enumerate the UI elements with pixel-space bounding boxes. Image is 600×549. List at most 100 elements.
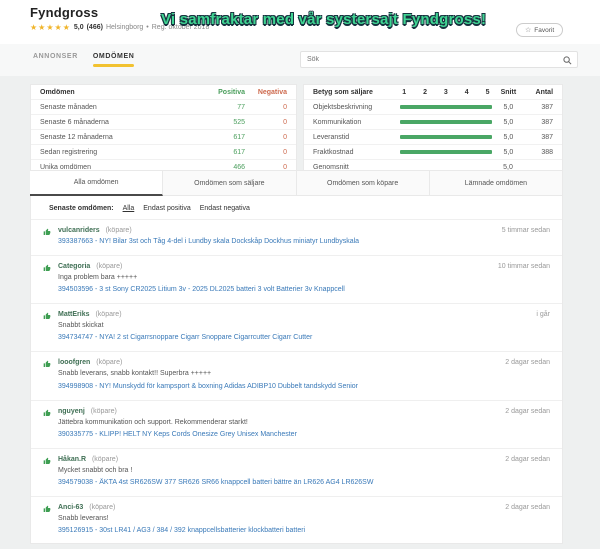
review-tab-label: Alla omdömen: [73, 179, 119, 186]
nav-tab-omdomen[interactable]: OMDÖMEN: [92, 53, 135, 67]
review-role: (köpare): [105, 227, 132, 234]
review-tab-bar: Alla omdömen Omdömen som säljare Omdömen…: [30, 170, 563, 196]
rating-value: 5,0: [73, 24, 84, 31]
summary-row-negative[interactable]: 0: [283, 103, 287, 111]
summary-row-negative[interactable]: 0: [283, 148, 287, 156]
review-username-link[interactable]: MattEriks: [58, 311, 90, 319]
review-item-link[interactable]: 394579038 - ÄKTA 4st SR626SW 377 SR626 S…: [58, 479, 374, 487]
rating-bar-fill: [400, 150, 492, 154]
summary-row-negative[interactable]: 0: [283, 163, 287, 171]
summary-row-positive[interactable]: 617: [233, 148, 245, 156]
search-box: [300, 51, 578, 68]
summary-row-positive[interactable]: 77: [237, 103, 245, 111]
summary-row-label: Senaste 12 månaderna: [40, 133, 113, 141]
filter-option[interactable]: Alla: [122, 205, 135, 212]
dot-separator: •: [146, 24, 149, 31]
rating-bar-fill: [400, 120, 492, 124]
review-user-line: MattEriks (köpare): [58, 311, 462, 318]
review-tab[interactable]: Omdömen som säljare: [163, 170, 297, 196]
review-item-link[interactable]: 390335775 - KLIPP! HELT NY Keps Cords On…: [58, 430, 297, 438]
summary-row-label: Sedan registrering: [40, 148, 98, 156]
summary-header-positive: Positiva: [218, 88, 245, 96]
rating-average-row: Genomsnitt 5,0: [304, 159, 562, 174]
review-timestamp: 2 dagar sedan: [505, 359, 550, 367]
star-rating-icon: ★★★★★: [30, 23, 71, 32]
review-comment: Jättebra kommunikation och support. Reko…: [58, 418, 248, 426]
rating-header-snitt: Snitt: [500, 88, 517, 96]
rating-row-antal: 387: [541, 103, 554, 111]
rating-row-antal: 387: [541, 133, 554, 141]
review-row: looofgren (köpare) Snabb leverans, snabb…: [31, 351, 562, 399]
summary-row-positive[interactable]: 466: [233, 163, 245, 171]
rating-row: Leveranstid 5,0 387: [304, 129, 562, 144]
filter-option[interactable]: Endast positiva: [143, 205, 191, 212]
summary-header-label: Omdömen: [40, 88, 75, 96]
review-user-line: looofgren (köpare): [58, 359, 462, 366]
review-comment: Snabb leverans, snabb kontakt!! Superbra…: [58, 370, 212, 378]
search-input[interactable]: [307, 52, 557, 67]
review-row: Håkan.R (köpare) Mycket snabbt och bra !…: [31, 447, 562, 496]
seller-brand: Fyndgross ★★★★★ 5,0 (466) Helsingborg • …: [30, 5, 209, 32]
review-user-line: Håkan.R (köpare): [58, 456, 462, 463]
seller-rating-card: Betyg som säljare 1 2 3 4 5 Snitt Antal Obje…: [303, 84, 563, 175]
thumb-up-icon: [43, 456, 58, 488]
review-item-link[interactable]: 394998908 - NY! Munskydd för kampsport &…: [58, 382, 359, 390]
review-role: (köpare): [89, 503, 116, 511]
summary-row-positive[interactable]: 525: [233, 118, 245, 126]
review-comment: Mycket snabbt och bra !: [58, 466, 133, 474]
review-row: Categoria (köpare) Inga problem bara +++…: [31, 254, 562, 303]
rating-row-snitt: 5,0: [503, 118, 514, 126]
summary-row-label: Senaste 6 månaderna: [40, 118, 109, 126]
summary-header-negative: Negativa: [257, 88, 287, 96]
rating-row-label: Objektsbeskrivning: [313, 103, 373, 111]
rating-average-value: 5,0: [503, 163, 513, 171]
rating-bar-fill: [400, 105, 492, 109]
rating-row: Fraktkostnad 5,0 388: [304, 144, 562, 159]
rating-bar-track: [398, 120, 493, 124]
rating-bar-track: [398, 135, 493, 139]
summary-row-positive[interactable]: 617: [233, 133, 245, 141]
review-item-link[interactable]: 393387663 - NY! Bilar 3st och Tåg 4-del …: [58, 238, 360, 245]
review-username-link[interactable]: vulcanriders: [58, 227, 100, 234]
review-role: (köpare): [90, 407, 117, 415]
review-comment: Inga problem bara +++++: [58, 273, 138, 281]
rating-row-label: Kommunikation: [313, 118, 362, 126]
rating-header-antal: Antal: [535, 88, 554, 96]
filter-option[interactable]: Endast negativa: [199, 205, 250, 212]
review-row: nguyenj (köpare) Jättebra kommunikation …: [31, 399, 562, 448]
review-username-link[interactable]: Håkan.R: [58, 455, 87, 463]
review-item-link[interactable]: 395126915 - 30st LR41 / AG3 / 384 / 392 …: [58, 527, 306, 535]
favorite-button[interactable]: ☆ Favorit: [516, 23, 564, 37]
review-item-link[interactable]: 394734747 - NYA! 2 st Cigarrsnoppare Cig…: [58, 334, 313, 342]
rating-row-antal: 388: [541, 148, 554, 156]
review-tab-label: Omdömen som säljare: [194, 179, 265, 187]
seller-location: Helsingborg: [105, 24, 144, 31]
review-tab[interactable]: Omdömen som köpare: [296, 170, 430, 196]
review-user-line: nguyenj (köpare): [58, 408, 462, 415]
review-username-link[interactable]: Categoria: [58, 262, 91, 270]
review-timestamp: 5 timmar sedan: [501, 227, 550, 234]
nav-tab-annonser-label: ANNONSER: [33, 53, 78, 60]
review-username-link[interactable]: looofgren: [58, 359, 91, 367]
review-tab[interactable]: Lämnade omdömen: [429, 170, 563, 196]
rating-row: Kommunikation 5,0 387: [304, 114, 562, 129]
thumb-up-icon: [43, 311, 58, 343]
review-item-link[interactable]: 394503596 - 3 st Sony CR2025 Litium 3v -…: [58, 286, 345, 294]
rating-row-snitt: 5,0: [503, 103, 514, 111]
thumb-up-icon: [43, 504, 58, 536]
review-username-link[interactable]: Anci-63: [58, 503, 84, 511]
summary-row-negative[interactable]: 0: [283, 133, 287, 141]
review-username-link[interactable]: nguyenj: [58, 407, 85, 415]
favorite-star-icon: ☆: [525, 27, 532, 34]
search-icon[interactable]: [563, 56, 572, 65]
promo-banner: Vi samfraktar med vår systersajt Fyndgro…: [161, 11, 487, 28]
review-tab[interactable]: Alla omdömen: [30, 170, 164, 196]
rating-rows: Objektsbeskrivning 5,0 387 Kommunikation…: [304, 99, 562, 159]
rating-count[interactable]: (466): [86, 24, 103, 31]
scale-number: 3: [443, 88, 448, 96]
summary-row-negative[interactable]: 0: [283, 118, 287, 126]
thumb-up-icon: [43, 227, 58, 247]
nav-tab-annonser[interactable]: ANNONSER: [33, 53, 78, 67]
review-role: (köpare): [91, 455, 119, 463]
review-timestamp: 2 dagar sedan: [505, 455, 550, 463]
